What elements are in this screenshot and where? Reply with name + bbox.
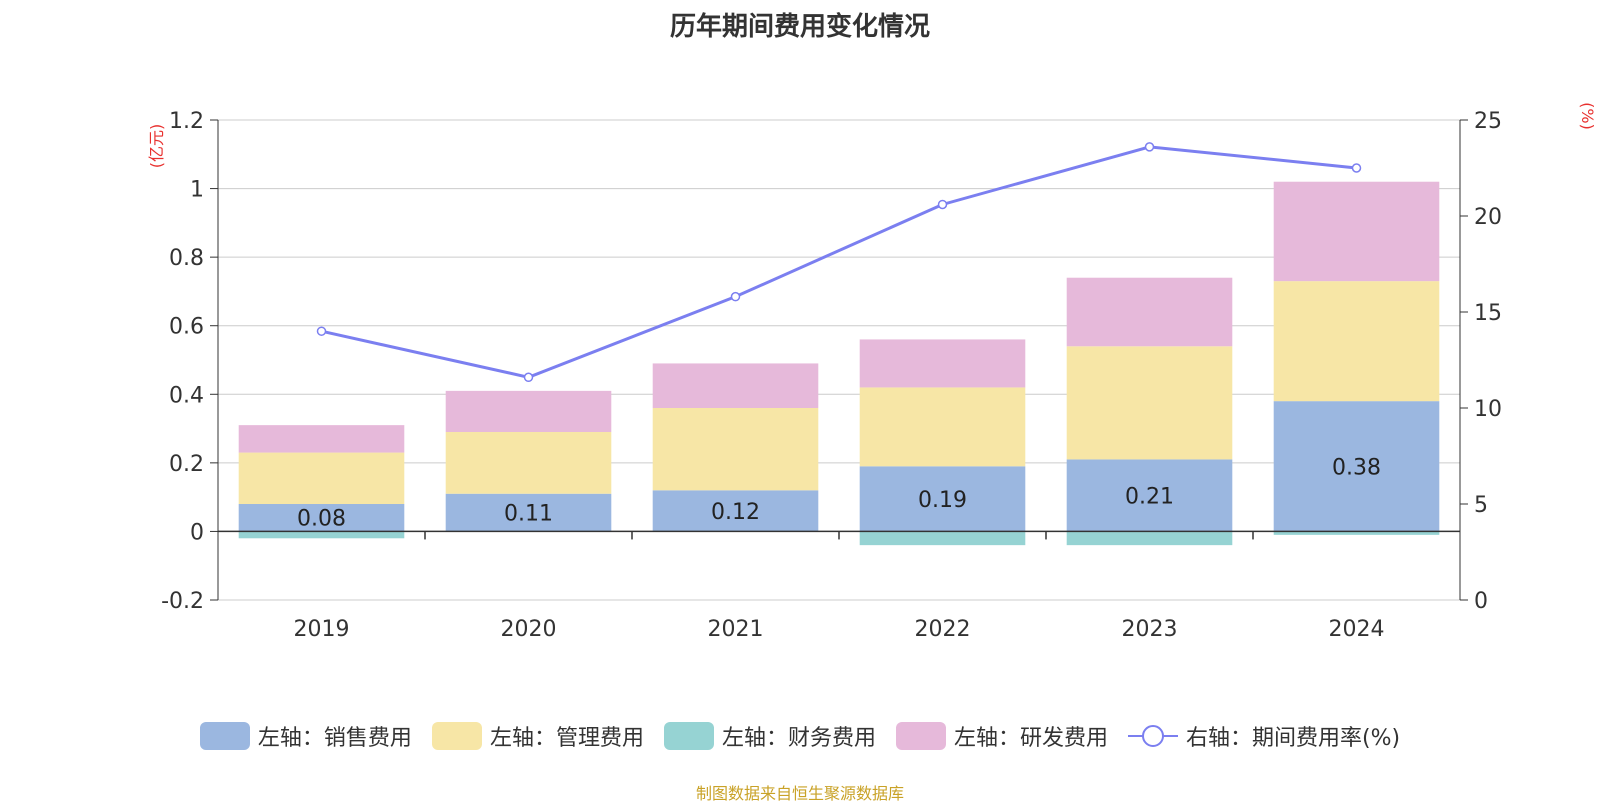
legend-swatch-sales: [199, 722, 250, 750]
expense-rate-point: [1351, 163, 1362, 173]
legend-item-rnd[interactable]: 左轴：研发费用: [895, 720, 1108, 752]
legend-item-admin[interactable]: 左轴：管理费用: [431, 720, 644, 752]
x-axis-tick-label: 2020: [501, 617, 557, 642]
bar-admin: [652, 408, 819, 491]
bar-sales: [1066, 459, 1233, 532]
bar-rnd: [859, 339, 1026, 388]
right-axis-tick-label: 0: [1474, 589, 1488, 614]
expense-rate-point: [730, 291, 741, 302]
right-axis-tick-label: 5: [1474, 493, 1488, 518]
bar-sales-value-label: 0.38: [1332, 455, 1381, 480]
x-axis-tick-label: 2021: [708, 617, 764, 642]
bar-admin: [859, 387, 1026, 467]
chart-title: 历年期间费用变化情况: [669, 12, 930, 42]
bar-finance: [859, 531, 1026, 546]
bar-rnd: [1273, 181, 1440, 282]
bar-rnd: [238, 425, 405, 453]
bar-finance: [1066, 531, 1233, 546]
chart-legend: 左轴：销售费用 左轴：管理费用 左轴：财务费用 左轴：研发费用 右轴：期间费用率…: [0, 720, 1600, 752]
chart-plot: 1.2 1 0.8 0.6 0.4 0.2 0 -0.2 25 20 15 10 5 0 (亿元) (%) 0.…: [147, 102, 1597, 642]
bar-finance: [1273, 531, 1440, 535]
legend-swatch-finance: [663, 722, 714, 750]
bar-sales: [238, 504, 405, 532]
legend-item-expense-rate[interactable]: 右轴：期间费用率(%): [1127, 720, 1401, 752]
expense-rate-point: [523, 372, 534, 383]
bar-admin: [238, 452, 405, 504]
left-axis-tick-label: 0.2: [169, 452, 204, 477]
left-axis-unit: (亿元): [147, 124, 166, 169]
bar-rnd: [445, 390, 612, 432]
x-axis-tick-label: 2024: [1329, 617, 1385, 642]
legend-item-finance[interactable]: 左轴：财务费用: [663, 720, 876, 752]
bar-rnd: [1066, 277, 1233, 347]
bar-sales-value-label: 0.19: [918, 488, 967, 513]
left-axis-tick-label: 0.6: [169, 315, 204, 340]
legend-label-sales: 左轴：销售费用: [257, 726, 412, 751]
legend-swatch-admin: [431, 722, 482, 750]
bar-finance: [238, 531, 405, 539]
right-axis-tick-label: 15: [1474, 301, 1502, 326]
bar-admin: [1273, 281, 1440, 402]
legend-label-rnd: 左轴：研发费用: [953, 726, 1108, 751]
data-source-note: 制图数据来自恒生聚源数据库: [695, 784, 904, 803]
bar-sales: [652, 490, 819, 532]
bar-sales: [1273, 401, 1440, 532]
right-axis-unit: (%): [1578, 102, 1597, 130]
bar-admin: [1066, 346, 1233, 460]
expense-rate-point: [1144, 142, 1155, 152]
expense-rate-point: [937, 199, 948, 210]
bar-sales-value-label: 0.08: [297, 507, 346, 532]
expense-rate-point: [316, 326, 327, 336]
left-axis-tick-label: 0: [190, 520, 204, 545]
bar-admin: [445, 432, 612, 494]
left-axis-tick-label: 1.2: [169, 109, 204, 134]
legend-label-expense-rate: 右轴：期间费用率(%): [1185, 726, 1401, 751]
legend-label-admin: 左轴：管理费用: [489, 726, 644, 751]
legend-item-sales[interactable]: 左轴：销售费用: [199, 720, 412, 752]
bar-sales-value-label: 0.12: [711, 500, 760, 525]
x-axis-tick-label: 2023: [1122, 617, 1178, 642]
expense-rate-line: [321, 145, 1357, 379]
right-axis-tick-label: 25: [1474, 109, 1502, 134]
legend-label-finance: 左轴：财务费用: [721, 726, 876, 751]
left-axis-tick-label: 0.8: [169, 246, 204, 271]
bar-sales-value-label: 0.11: [504, 502, 553, 527]
legend-swatch-rnd: [895, 722, 946, 750]
left-axis-tick-label: 0.4: [169, 383, 204, 408]
legend-line-marker-icon: [1127, 722, 1178, 750]
right-axis-tick-label: 20: [1474, 205, 1502, 230]
left-axis-tick-label: -0.2: [161, 589, 204, 614]
bar-sales: [859, 466, 1026, 532]
x-axis-tick-label: 2019: [294, 617, 350, 642]
left-axis-tick-label: 1: [190, 178, 204, 203]
bar-sales: [445, 493, 612, 532]
x-axis-tick-label: 2022: [915, 617, 971, 642]
bar-rnd: [652, 363, 819, 408]
right-axis-tick-label: 10: [1474, 397, 1502, 422]
bar-sales-value-label: 0.21: [1125, 484, 1174, 509]
